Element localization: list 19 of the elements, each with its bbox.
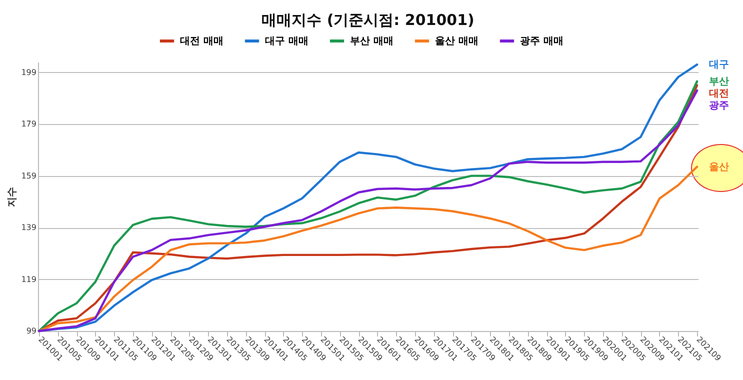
annotation: 울산 (709, 162, 730, 173)
y-axis-title: 지수 (7, 187, 18, 207)
legend-label: 광주 매매 (520, 36, 564, 47)
y-tick-label: 99 (26, 326, 36, 336)
chart-title: 매매지수 (기준시점: 201001) (262, 11, 474, 29)
legend-label: 부산 매매 (350, 36, 394, 47)
legend-label: 울산 매매 (435, 36, 478, 47)
y-tick-label: 139 (21, 223, 36, 232)
y-tick-label: 119 (21, 274, 36, 284)
y-tick-label: 159 (21, 171, 36, 180)
annotation: 대전 (709, 88, 730, 100)
y-tick-label: 199 (21, 68, 36, 77)
annotation: 광주 (709, 100, 730, 112)
legend-label: 대구 매매 (265, 36, 308, 47)
y-tick-label: 179 (21, 120, 36, 129)
annotation: 부산 (709, 76, 730, 88)
line-series (38, 166, 698, 332)
legend-label: 대전 매매 (180, 36, 224, 47)
annotation: 대구 (709, 60, 730, 71)
